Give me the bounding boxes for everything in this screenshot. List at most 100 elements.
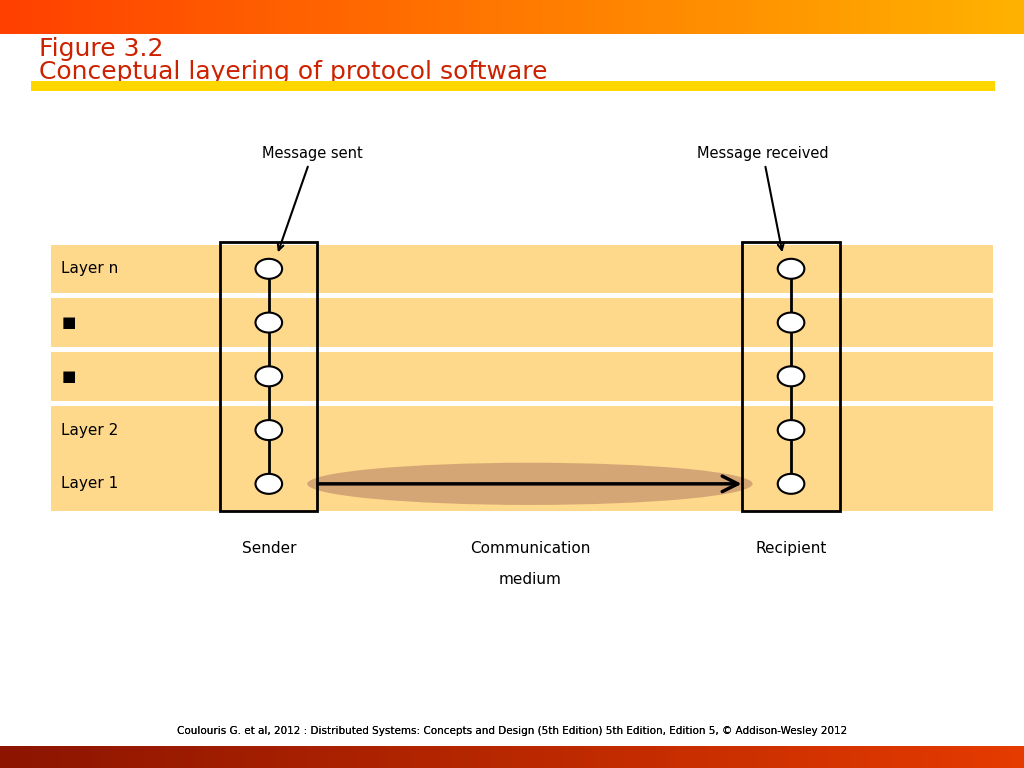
Bar: [266, 746, 278, 768]
Bar: [502, 0, 513, 34]
Circle shape: [778, 474, 805, 494]
Bar: [809, 0, 820, 34]
Bar: [522, 746, 534, 768]
Bar: [338, 746, 349, 768]
Bar: [922, 0, 933, 34]
Bar: [0, 0, 11, 34]
Bar: [31, 81, 995, 91]
Bar: [82, 746, 93, 768]
Bar: [113, 0, 124, 34]
Bar: [655, 746, 667, 768]
Bar: [492, 746, 503, 768]
Bar: [256, 0, 267, 34]
Bar: [696, 0, 708, 34]
Bar: [563, 0, 574, 34]
Circle shape: [778, 259, 805, 279]
Bar: [502, 746, 513, 768]
Bar: [655, 0, 667, 34]
Bar: [829, 0, 841, 34]
Bar: [154, 0, 165, 34]
Bar: [911, 0, 923, 34]
Bar: [276, 746, 288, 768]
Bar: [461, 0, 472, 34]
Bar: [307, 0, 318, 34]
Bar: [389, 746, 400, 768]
Bar: [625, 746, 636, 768]
Bar: [399, 0, 411, 34]
Bar: [143, 0, 155, 34]
Bar: [614, 0, 626, 34]
Bar: [512, 746, 523, 768]
Bar: [676, 746, 687, 768]
Bar: [430, 746, 441, 768]
Bar: [901, 0, 912, 34]
Bar: [348, 746, 359, 768]
Bar: [860, 0, 871, 34]
Text: Sender: Sender: [242, 541, 296, 557]
Circle shape: [256, 366, 283, 386]
Bar: [348, 0, 359, 34]
Bar: [61, 746, 73, 768]
Bar: [870, 746, 882, 768]
Bar: [594, 0, 605, 34]
Bar: [236, 746, 247, 768]
Bar: [461, 746, 472, 768]
Bar: [788, 746, 800, 768]
Bar: [993, 0, 1005, 34]
Bar: [266, 0, 278, 34]
Bar: [553, 0, 564, 34]
Bar: [707, 0, 718, 34]
Bar: [10, 0, 22, 34]
Text: Coulouris G. et al, 2012 : Distributed Systems: Concepts and Design (5th Edition: Coulouris G. et al, 2012 : Distributed S…: [177, 726, 847, 736]
Text: ■: ■: [61, 369, 76, 384]
Bar: [215, 746, 226, 768]
Bar: [717, 0, 728, 34]
Bar: [51, 0, 62, 34]
Bar: [410, 0, 421, 34]
Bar: [338, 0, 349, 34]
Bar: [543, 0, 554, 34]
Bar: [532, 746, 544, 768]
Bar: [676, 0, 687, 34]
Bar: [635, 746, 646, 768]
Bar: [1014, 0, 1024, 34]
Bar: [102, 746, 114, 768]
Bar: [174, 746, 185, 768]
Bar: [840, 0, 851, 34]
Bar: [983, 746, 994, 768]
Bar: [51, 242, 993, 296]
Bar: [809, 746, 820, 768]
Bar: [51, 403, 993, 457]
Bar: [840, 746, 851, 768]
Text: Message sent: Message sent: [262, 146, 362, 250]
Bar: [430, 0, 441, 34]
Bar: [72, 0, 83, 34]
Bar: [881, 0, 892, 34]
Bar: [645, 0, 656, 34]
Circle shape: [256, 474, 283, 494]
Bar: [819, 0, 830, 34]
Bar: [31, 746, 42, 768]
Text: Conceptual layering of protocol software: Conceptual layering of protocol software: [39, 60, 548, 84]
Bar: [666, 746, 677, 768]
Bar: [686, 0, 697, 34]
Bar: [471, 0, 482, 34]
Bar: [942, 0, 953, 34]
Bar: [645, 746, 656, 768]
Bar: [440, 0, 452, 34]
Bar: [584, 746, 595, 768]
Bar: [850, 0, 861, 34]
Bar: [0, 746, 11, 768]
Bar: [174, 0, 185, 34]
Bar: [973, 0, 984, 34]
Bar: [963, 0, 974, 34]
Bar: [328, 0, 339, 34]
Bar: [717, 746, 728, 768]
Bar: [205, 0, 216, 34]
Bar: [942, 746, 953, 768]
Bar: [451, 746, 462, 768]
Bar: [737, 0, 749, 34]
Bar: [440, 746, 452, 768]
Bar: [1004, 0, 1015, 34]
Text: Recipient: Recipient: [756, 541, 826, 557]
